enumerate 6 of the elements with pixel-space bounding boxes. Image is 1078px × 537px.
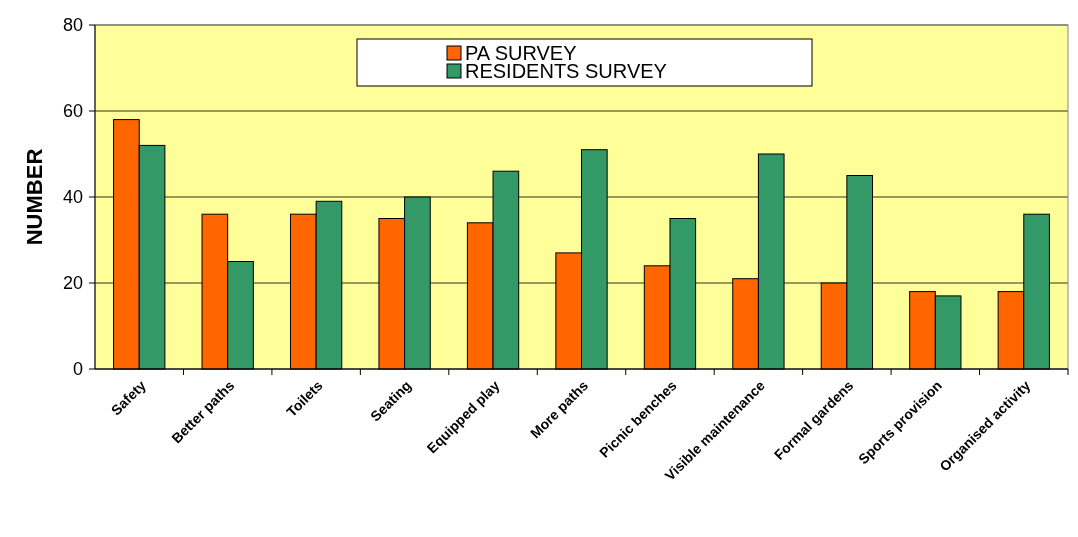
y-axis-title: NUMBER xyxy=(22,148,47,246)
y-tick-label: 0 xyxy=(72,359,83,380)
y-tick-label: 60 xyxy=(62,101,83,122)
y-tick-label: 80 xyxy=(62,15,83,36)
y-tick-label: 40 xyxy=(62,187,83,208)
y-tick-label: 20 xyxy=(62,273,83,294)
